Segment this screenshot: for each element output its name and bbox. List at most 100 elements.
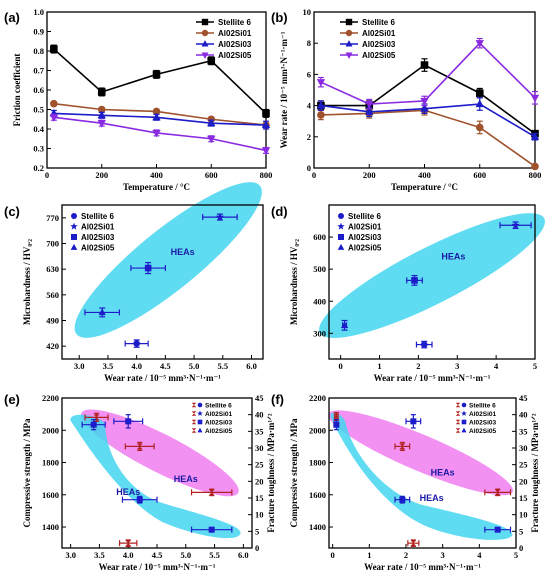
y-right-tick-label: 25 [255, 460, 264, 470]
y-tick-label: 0 [307, 163, 311, 173]
data-point-al02si05 [530, 94, 540, 103]
x-tick-label: 5.0 [180, 550, 191, 560]
data-point-al02si03 [316, 101, 326, 109]
panel-label: (b) [271, 10, 288, 25]
y-axis-title: Compressive strength / MPa [22, 418, 32, 527]
series-al02si01 [317, 104, 539, 171]
y-right-tick-label: 45 [255, 393, 264, 403]
y-tick-label: 2200 [42, 393, 59, 403]
legend-label: Al02Si05 [218, 51, 252, 60]
y-tick-label: 2000 [42, 425, 59, 435]
compressive-point-al02si03 [394, 441, 411, 452]
y-tick-label: 1.0 [33, 7, 44, 17]
toughness-point-al02si03 [121, 495, 158, 504]
legend-label: Stellite 6 [81, 212, 114, 221]
y-right-tick-label: 25 [519, 460, 528, 470]
data-marker [144, 264, 152, 272]
series-al02si03 [316, 97, 540, 141]
y-tick-label: 420 [46, 341, 59, 351]
legend-label: Al02Si03 [205, 420, 232, 427]
data-point-al02si05 [261, 147, 271, 156]
data-point-al02si01 [499, 220, 532, 230]
x-tick-label: 3.0 [65, 550, 76, 560]
data-marker [125, 418, 132, 425]
hea-region: HEAs [74, 182, 262, 338]
data-point-al02si05 [420, 97, 429, 106]
y-tick-label: 0.4 [33, 124, 44, 134]
data-point-stellite-6 [124, 339, 149, 348]
series-line-al02si05 [320, 42, 536, 105]
data-marker [136, 496, 143, 503]
x-tick-label: 3.5 [103, 361, 114, 371]
legend-label: Al02Si03 [218, 40, 252, 49]
x-tick-label: 4.5 [152, 550, 163, 560]
data-point-stellite-6 [475, 89, 484, 97]
legend-marker-left-al02si05 [191, 428, 197, 433]
legend-marker-al02si03 [201, 40, 209, 47]
x-tick-label: 5 [514, 550, 518, 560]
y-tick-label: 700 [46, 239, 59, 249]
legend-marker-right-al02si01 [461, 410, 467, 416]
legend-marker-al02si05 [201, 52, 209, 59]
legend-label: Stellite 6 [362, 18, 395, 27]
panel-label: (d) [271, 204, 288, 219]
legend-marker-left-al02si03 [455, 419, 461, 425]
data-point-stellite-6 [262, 109, 270, 118]
y-tick-label: 1600 [309, 490, 326, 500]
legend-marker-left-al02si01 [191, 411, 197, 416]
series-line-al02si01 [320, 109, 536, 168]
data-marker [208, 526, 215, 533]
data-point-stellite-6 [415, 340, 433, 349]
legend-marker-al02si03 [345, 40, 353, 47]
x-tick-label: 5.5 [209, 550, 220, 560]
x-tick-label: 2 [416, 361, 420, 371]
series-line-stellite-6 [320, 64, 536, 135]
cyan-region-band [70, 414, 241, 539]
plot-frame [328, 397, 517, 549]
y-right-tick-label: 20 [519, 476, 528, 486]
x-tick-label: 400 [150, 170, 163, 180]
data-marker [98, 308, 106, 316]
legend-label: Al02Si01 [218, 29, 252, 38]
legend-marker-stellite-6 [71, 213, 77, 219]
x-tick-label: 400 [418, 170, 431, 180]
x-tick-label: 4 [477, 550, 482, 560]
y-axis-title: Microhardness / HV₀.₂ [22, 239, 32, 325]
legend-label: Al02Si01 [469, 411, 496, 418]
series-al02si05 [316, 37, 540, 110]
legend-marker-right-al02si03 [197, 419, 203, 425]
chart-panel-c: (c) HEAs 3.0 3.5 4.0 4.5 5.0 5.5 6.0 420 490 560 630… [4, 182, 264, 383]
data-point-al02si01 [475, 123, 484, 132]
y-tick-label: 0.3 [33, 144, 44, 154]
legend-marker-al02si01 [345, 29, 353, 37]
region-label-cyan: HEAs [420, 493, 444, 503]
data-marker [340, 321, 349, 328]
legend-label: Al02Si03 [469, 420, 496, 427]
data-point-al02si01 [531, 162, 539, 171]
y-tick-label: 1800 [42, 458, 59, 468]
legend-label: Al02Si01 [348, 223, 382, 232]
region-label: HEAs [441, 252, 465, 262]
x-tick-label: 0 [45, 170, 49, 180]
x-tick-label: 3 [441, 550, 445, 560]
data-point-al02si01 [50, 99, 58, 108]
data-point-al02si01 [202, 212, 238, 221]
region-label-pink: HEAs [431, 467, 455, 477]
series-line-al02si03 [320, 103, 536, 138]
y-tick-label: 490 [46, 316, 59, 326]
y-tick-label: 0.6 [33, 85, 44, 95]
data-marker [136, 443, 143, 450]
data-point-al02si03 [97, 110, 106, 119]
legend-label: Al02Si05 [469, 428, 496, 435]
legend-marker-stellite-6 [345, 18, 353, 26]
y-tick-label: 2 [307, 132, 311, 142]
x-tick-label: 4 [494, 361, 499, 371]
toughness-point-stellite-6 [113, 414, 144, 429]
y-tick-label: 4 [307, 101, 312, 111]
legend-marker-al02si05 [70, 243, 78, 250]
data-point-al02si05 [475, 40, 484, 48]
legend-marker-right-al02si05 [461, 427, 467, 433]
